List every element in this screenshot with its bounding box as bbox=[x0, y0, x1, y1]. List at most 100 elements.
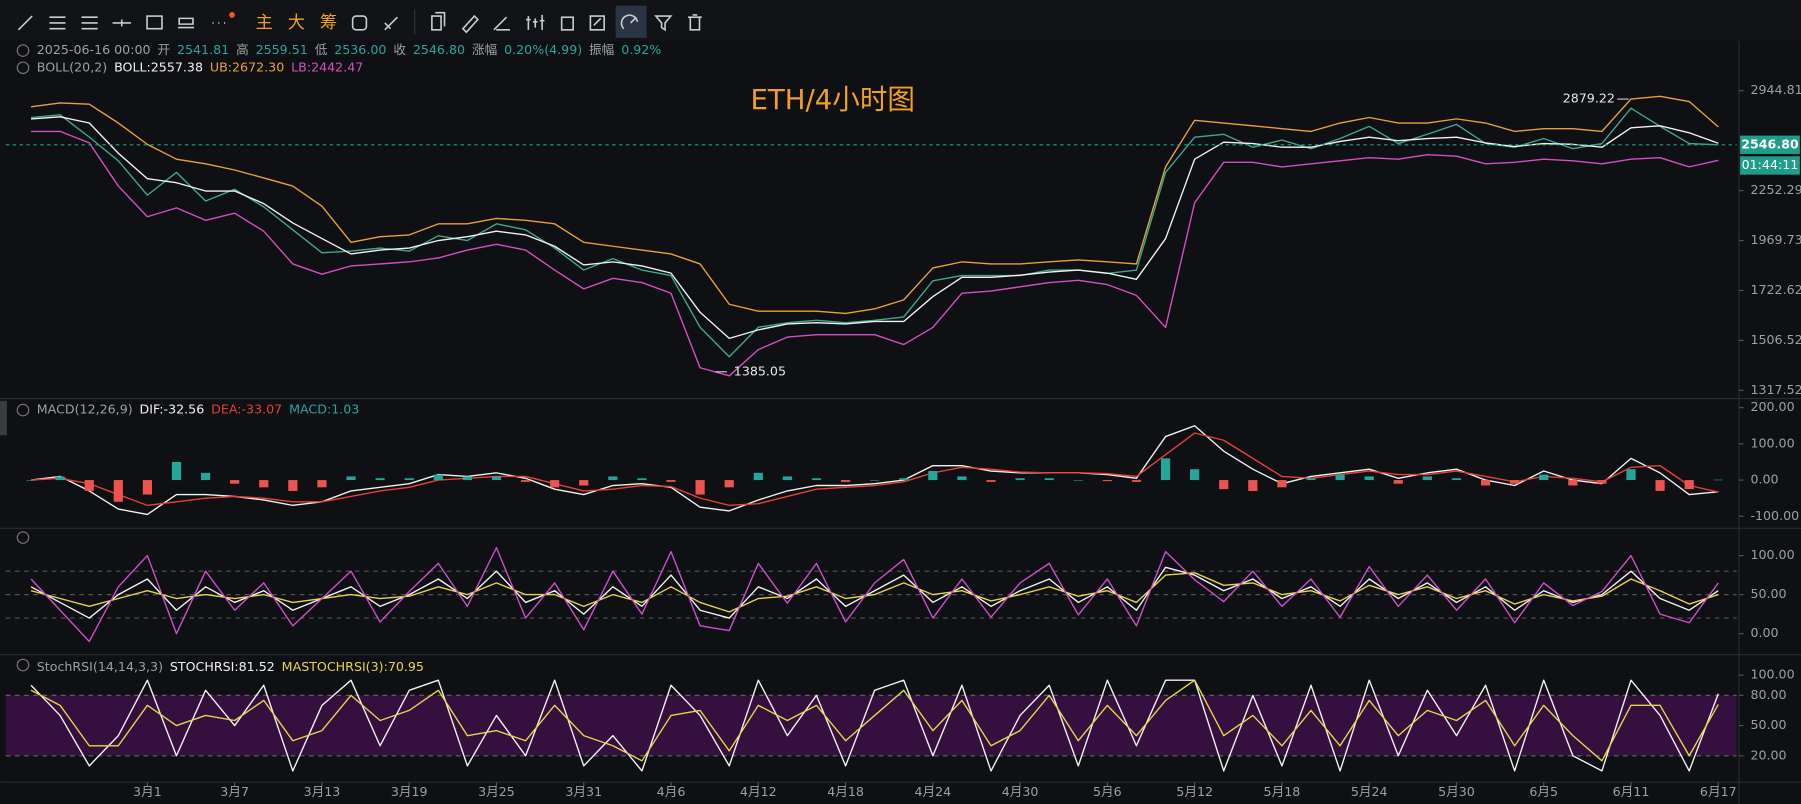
histogram-bar bbox=[317, 480, 327, 488]
histogram-bar bbox=[1713, 479, 1723, 481]
tool-hline[interactable] bbox=[112, 19, 131, 27]
histogram-bar bbox=[1364, 476, 1374, 481]
y-tick-label: 200.00 bbox=[1750, 399, 1794, 414]
histogram-bar bbox=[1422, 476, 1432, 481]
band bbox=[5, 695, 1737, 756]
y-tick-label: 2944.81 bbox=[1750, 82, 1801, 97]
info-value: 2546.80 bbox=[413, 42, 465, 57]
legend-entry: BOLL:2557.38 bbox=[114, 59, 203, 74]
x-tick-label: 3月1 bbox=[133, 784, 162, 799]
histogram-bar bbox=[637, 478, 647, 481]
indicator-label: BOLL(20,2) bbox=[37, 59, 107, 74]
x-tick-label: 5月12 bbox=[1176, 784, 1213, 799]
tool-line[interactable] bbox=[17, 15, 33, 31]
toolbar: 主 大 筹 bbox=[0, 0, 1801, 42]
notice-dot bbox=[229, 12, 235, 18]
legend-entry: LB:2442.47 bbox=[291, 59, 363, 74]
tool-measure[interactable] bbox=[178, 17, 195, 29]
toolbar-button[interactable]: 筹 bbox=[320, 13, 337, 33]
tool-edit[interactable] bbox=[589, 15, 605, 31]
tool-fib[interactable] bbox=[81, 16, 98, 30]
countdown-tag bbox=[1740, 156, 1800, 175]
legend-entry: DEA:-33.07 bbox=[211, 402, 282, 417]
x-tick-label: 3月13 bbox=[304, 784, 341, 799]
histogram-bar bbox=[142, 480, 152, 495]
histogram-bar bbox=[288, 480, 298, 491]
toolbar-button[interactable]: 主 bbox=[256, 13, 273, 33]
tool-lock[interactable] bbox=[560, 16, 574, 31]
tool-delete[interactable] bbox=[688, 14, 702, 31]
histogram-bar bbox=[899, 478, 909, 481]
toolbar-button[interactable]: 大 bbox=[288, 13, 305, 33]
frame bbox=[0, 41, 1801, 804]
expand-icon[interactable] bbox=[16, 531, 30, 544]
y-tick-label: 2252.29 bbox=[1750, 182, 1801, 197]
histogram-bar bbox=[113, 480, 123, 502]
series-line bbox=[30, 432, 1719, 507]
histogram-bar bbox=[608, 476, 618, 481]
x-tick-label: 4月30 bbox=[1002, 784, 1039, 799]
series-line bbox=[30, 566, 1719, 619]
histogram-bar bbox=[1626, 469, 1636, 481]
collapse-icon[interactable] bbox=[16, 658, 30, 672]
histogram-bar bbox=[55, 476, 65, 481]
last-price-tag bbox=[1740, 135, 1800, 154]
x-tick-label: 6月17 bbox=[1700, 784, 1737, 799]
tool-brush[interactable] bbox=[384, 16, 398, 31]
histogram-bar bbox=[520, 480, 531, 482]
info-label: 涨幅 bbox=[472, 42, 497, 57]
info-label: 收 bbox=[393, 42, 406, 57]
tool-pen[interactable] bbox=[493, 16, 510, 31]
annotation-label: 2879.22 bbox=[1563, 91, 1615, 106]
histogram-bar bbox=[1248, 480, 1258, 491]
x-tick-label: 5月24 bbox=[1351, 784, 1388, 799]
histogram-bar bbox=[1451, 478, 1462, 481]
tool-filter[interactable] bbox=[654, 15, 673, 32]
histogram-bar bbox=[1160, 458, 1171, 481]
histogram-bar bbox=[1393, 480, 1403, 484]
histogram-bar bbox=[1684, 480, 1694, 490]
tool-candles[interactable] bbox=[526, 14, 545, 30]
collapse-icon[interactable] bbox=[16, 44, 30, 57]
x-tick-label: 4月18 bbox=[827, 784, 864, 799]
tool-copy[interactable] bbox=[431, 11, 446, 31]
info-value: 0.20%(4.99) bbox=[504, 42, 582, 57]
histogram-bar bbox=[1655, 480, 1665, 491]
histogram-bar bbox=[986, 480, 996, 482]
histogram-bar bbox=[928, 471, 938, 481]
histogram-bar bbox=[404, 478, 414, 481]
y-tick-label: 0.00 bbox=[1750, 472, 1778, 487]
legend-entry: STOCHRSI:81.52 bbox=[170, 659, 275, 674]
histogram-bar bbox=[1480, 480, 1491, 486]
info-value: 2559.51 bbox=[256, 42, 308, 57]
x-tick-label: 5月30 bbox=[1438, 784, 1475, 799]
collapse-icon[interactable] bbox=[16, 61, 30, 75]
collapse-icon[interactable] bbox=[16, 403, 30, 417]
tool-magnet[interactable] bbox=[620, 14, 639, 30]
info-value: 2541.81 bbox=[177, 42, 229, 57]
series-line bbox=[30, 679, 1719, 772]
x-tick-label: 4月12 bbox=[740, 784, 777, 799]
legend-entry: UB:2672.30 bbox=[210, 59, 284, 74]
series-line bbox=[30, 95, 1719, 315]
tool-channel[interactable] bbox=[49, 16, 66, 30]
info-datetime: 2025-06-16 00:00 bbox=[37, 42, 151, 57]
y-tick-label: -100.00 bbox=[1750, 508, 1799, 523]
histogram-bar bbox=[1015, 478, 1025, 481]
histogram-bar bbox=[491, 476, 502, 481]
toolbar-bg bbox=[0, 0, 1801, 42]
histogram-bar bbox=[433, 474, 443, 481]
y-tick-label: 20.00 bbox=[1750, 747, 1786, 762]
indicator-label: MACD(12,26,9) bbox=[37, 402, 133, 417]
tool-rect[interactable] bbox=[146, 15, 163, 30]
tool-compare[interactable] bbox=[351, 15, 368, 31]
y-tick-label: 80.00 bbox=[1750, 687, 1786, 702]
histogram-bar bbox=[957, 476, 967, 481]
info-value: 0.92% bbox=[621, 42, 661, 57]
tool-ruler[interactable] bbox=[461, 14, 479, 34]
side-handle[interactable] bbox=[0, 400, 7, 436]
x-tick-label: 4月6 bbox=[657, 784, 686, 799]
x-tick-label: 5月18 bbox=[1264, 784, 1301, 799]
histogram-bar bbox=[1131, 480, 1142, 482]
histogram-bar bbox=[695, 480, 705, 495]
